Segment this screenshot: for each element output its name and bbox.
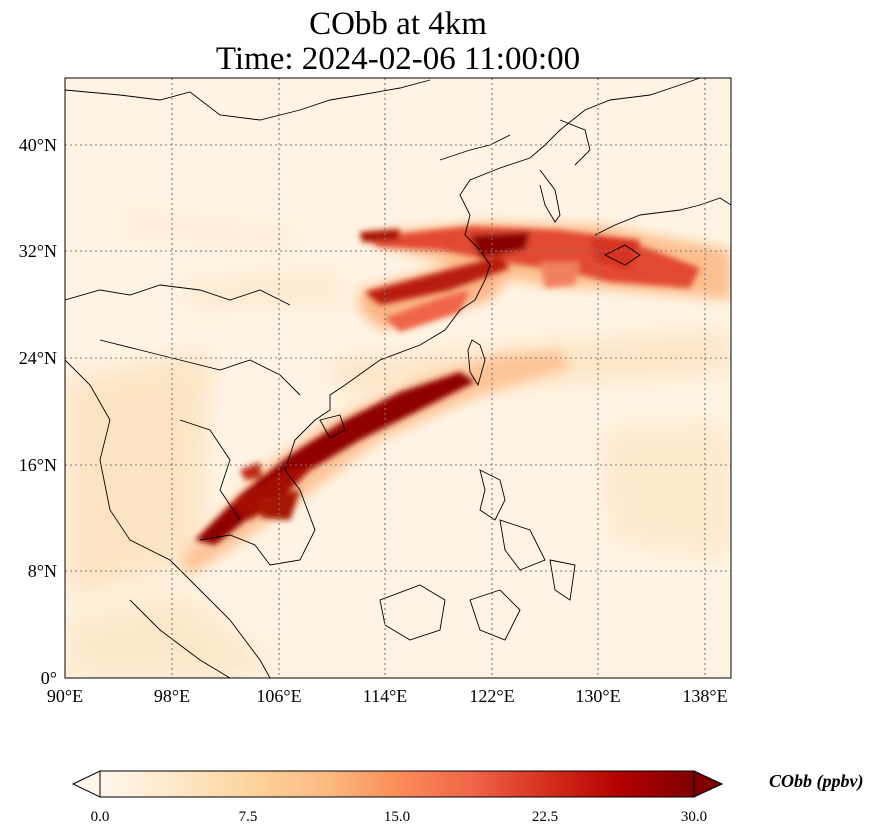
colorbar-tick-label: 22.5 xyxy=(531,809,559,825)
coastlines xyxy=(65,78,731,678)
lat-tick-label: 24°N xyxy=(18,348,57,368)
lat-tick-label: 32°N xyxy=(18,241,57,261)
colorbar-tick-label: 30.0 xyxy=(680,809,708,825)
lat-tick-label: 40°N xyxy=(18,135,57,155)
colorbar-tick-label: 0.0 xyxy=(90,809,110,825)
lon-tick-label: 130°E xyxy=(575,686,621,706)
colorbar-tick-label: 15.0 xyxy=(383,809,411,825)
colorbar-max-extend xyxy=(693,770,724,798)
gridlines xyxy=(65,78,731,678)
lat-tick-label: 8°N xyxy=(27,561,57,581)
lon-tick-label: 90°E xyxy=(46,686,84,706)
lat-tick-label: 0° xyxy=(40,668,57,688)
colorbar-label: CObb (ppbv) xyxy=(769,771,864,791)
lon-tick-label: 98°E xyxy=(153,686,191,706)
co-concentration-field xyxy=(65,78,731,678)
map-title-line2: Time: 2024-02-06 11:00:00 xyxy=(215,41,581,77)
lon-tick-label: 122°E xyxy=(469,686,515,706)
colorbar-tick-label: 7.5 xyxy=(238,809,258,825)
lon-tick-label: 106°E xyxy=(256,686,302,706)
colorbar-gradient xyxy=(99,770,695,798)
lon-tick-label: 114°E xyxy=(362,686,408,706)
lat-tick-label: 16°N xyxy=(18,455,57,475)
map-title-line1: CObb at 4km xyxy=(309,6,487,42)
colorbar xyxy=(71,770,724,798)
map-plot xyxy=(64,77,732,679)
map-frame xyxy=(64,77,732,679)
colorbar-min-extend xyxy=(71,770,101,798)
lon-tick-label: 138°E xyxy=(682,686,728,706)
